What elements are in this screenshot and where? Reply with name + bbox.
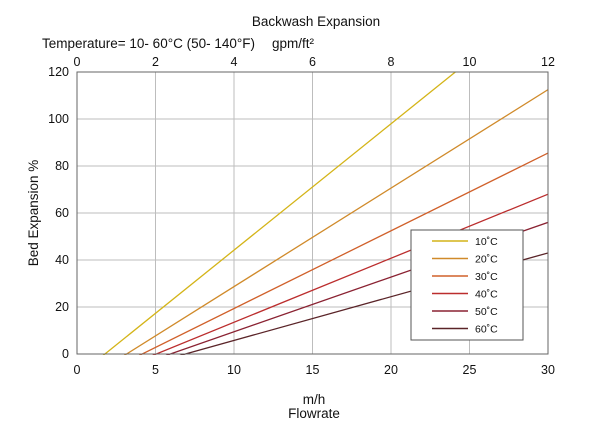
legend-box xyxy=(410,229,524,341)
y-tick-label: 40 xyxy=(55,253,69,267)
x-tick-label: 25 xyxy=(463,363,477,377)
top-tick-label: 6 xyxy=(309,55,316,69)
top-tick-label: 2 xyxy=(152,55,159,69)
series-line xyxy=(102,71,456,355)
top-tick-label: 8 xyxy=(388,55,395,69)
legend-label: 30˚C xyxy=(475,271,498,283)
y-tick-label: 80 xyxy=(55,159,69,173)
top-tick-label: 4 xyxy=(231,55,238,69)
x-axis-unit: m/h xyxy=(303,392,326,407)
x-tick-label: 15 xyxy=(306,363,320,377)
series-line xyxy=(123,89,548,355)
plot-frame xyxy=(76,71,549,355)
y-axis-label: Bed Expansion % xyxy=(26,160,41,267)
top-tick-label: 12 xyxy=(541,55,555,69)
y-tick-label: 120 xyxy=(48,65,69,79)
x-tick-label: 10 xyxy=(227,363,241,377)
legend-label: 40˚C xyxy=(475,289,498,301)
x-axis-label: Flowrate xyxy=(288,406,340,421)
legend-label: 50˚C xyxy=(475,306,498,318)
x-tick-label: 30 xyxy=(541,363,555,377)
legend: 10˚C 20˚C 30˚C 40˚C 50˚C 60˚C xyxy=(410,229,524,341)
top-axis-label: gpm/ft² xyxy=(272,36,315,51)
legend-label: 20˚C xyxy=(475,254,498,266)
x-tick-label: 5 xyxy=(152,363,159,377)
series-line xyxy=(152,193,548,355)
legend-label: 10˚C xyxy=(475,236,498,248)
top-tick-label: 10 xyxy=(463,55,477,69)
chart-title: Backwash Expansion xyxy=(252,14,380,29)
y-tick-label: 0 xyxy=(62,347,69,361)
legend-label: 60˚C xyxy=(475,324,498,336)
top-tick-label: 0 xyxy=(74,55,81,69)
y-tick-label: 100 xyxy=(48,112,69,126)
y-tick-label: 20 xyxy=(55,300,69,314)
chart-subtitle: Temperature= 10- 60°C (50- 140°F) xyxy=(42,36,255,51)
series-line xyxy=(138,152,548,355)
x-tick-label: 0 xyxy=(74,363,81,377)
y-tick-label: 60 xyxy=(55,206,69,220)
plot-border xyxy=(76,71,549,355)
x-tick-label: 20 xyxy=(384,363,398,377)
